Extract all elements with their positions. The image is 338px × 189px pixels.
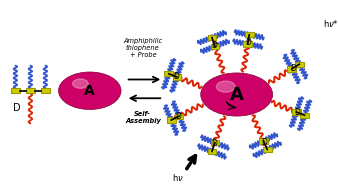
FancyBboxPatch shape xyxy=(26,88,35,93)
FancyBboxPatch shape xyxy=(287,66,296,71)
FancyBboxPatch shape xyxy=(211,140,219,145)
FancyBboxPatch shape xyxy=(164,71,173,76)
Text: D: D xyxy=(13,103,21,113)
Text: D: D xyxy=(245,38,251,47)
Text: h$\nu$*: h$\nu$* xyxy=(323,18,338,29)
Text: D: D xyxy=(295,108,300,117)
Text: Amphiphilic
thiophene
+ Probe: Amphiphilic thiophene + Probe xyxy=(123,38,163,58)
Circle shape xyxy=(201,73,273,116)
Text: D: D xyxy=(173,72,179,81)
FancyBboxPatch shape xyxy=(41,88,50,93)
FancyBboxPatch shape xyxy=(211,44,219,49)
Text: D: D xyxy=(175,112,181,121)
Text: D: D xyxy=(261,138,267,147)
FancyBboxPatch shape xyxy=(243,41,252,47)
FancyBboxPatch shape xyxy=(292,109,301,115)
FancyBboxPatch shape xyxy=(300,113,309,118)
FancyBboxPatch shape xyxy=(175,114,184,119)
Circle shape xyxy=(73,79,88,88)
Text: D: D xyxy=(290,64,296,73)
Circle shape xyxy=(216,81,235,92)
FancyBboxPatch shape xyxy=(11,88,20,93)
Text: A: A xyxy=(230,85,244,104)
FancyBboxPatch shape xyxy=(259,138,268,144)
Text: D: D xyxy=(212,41,217,50)
Text: D: D xyxy=(212,139,217,148)
Text: A: A xyxy=(84,84,95,98)
FancyBboxPatch shape xyxy=(173,74,181,80)
FancyBboxPatch shape xyxy=(208,35,216,40)
Circle shape xyxy=(58,72,121,109)
Text: Self-
Assembly: Self- Assembly xyxy=(125,111,161,124)
Text: h$\nu$: h$\nu$ xyxy=(172,172,184,183)
FancyBboxPatch shape xyxy=(167,118,175,123)
FancyBboxPatch shape xyxy=(208,149,216,154)
FancyBboxPatch shape xyxy=(245,32,254,37)
FancyBboxPatch shape xyxy=(263,147,272,152)
FancyBboxPatch shape xyxy=(295,62,304,67)
